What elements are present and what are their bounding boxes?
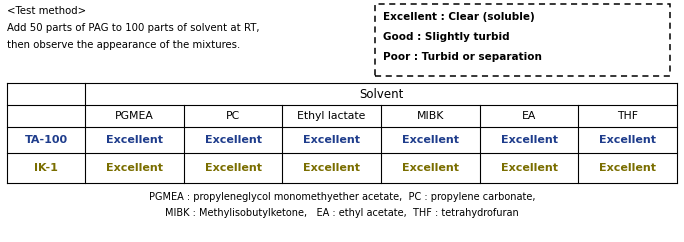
Text: then observe the appearance of the mixtures.: then observe the appearance of the mixtu… — [7, 40, 240, 50]
Text: Excellent: Excellent — [205, 163, 261, 173]
Text: Good : Slightly turbid: Good : Slightly turbid — [383, 32, 510, 42]
Text: Excellent: Excellent — [599, 135, 656, 145]
FancyBboxPatch shape — [375, 4, 670, 76]
Text: Excellent : Clear (soluble): Excellent : Clear (soluble) — [383, 12, 535, 22]
Text: MIBK : Methylisobutylketone,   EA : ethyl acetate,  THF : tetrahydrofuran: MIBK : Methylisobutylketone, EA : ethyl … — [165, 208, 519, 218]
Text: PGMEA: PGMEA — [115, 111, 154, 121]
Text: Excellent: Excellent — [402, 163, 459, 173]
Text: PGMEA : propyleneglycol monomethyether acetate,  PC : propylene carbonate,: PGMEA : propyleneglycol monomethyether a… — [148, 192, 536, 202]
Text: Poor : Turbid or separation: Poor : Turbid or separation — [383, 52, 542, 62]
Text: Ethyl lactate: Ethyl lactate — [298, 111, 366, 121]
Text: TA-100: TA-100 — [25, 135, 68, 145]
Text: THF: THF — [617, 111, 638, 121]
Text: EA: EA — [522, 111, 536, 121]
Text: <Test method>: <Test method> — [7, 6, 86, 16]
Text: Excellent: Excellent — [501, 135, 557, 145]
Text: Excellent: Excellent — [303, 135, 360, 145]
Text: Excellent: Excellent — [303, 163, 360, 173]
Text: Excellent: Excellent — [402, 135, 459, 145]
Text: Excellent: Excellent — [205, 135, 261, 145]
Text: Excellent: Excellent — [106, 135, 163, 145]
Text: IK-1: IK-1 — [34, 163, 58, 173]
Text: Add 50 parts of PAG to 100 parts of solvent at RT,: Add 50 parts of PAG to 100 parts of solv… — [7, 23, 259, 33]
Text: Excellent: Excellent — [599, 163, 656, 173]
Text: Solvent: Solvent — [359, 88, 403, 100]
Text: Excellent: Excellent — [106, 163, 163, 173]
Text: PC: PC — [226, 111, 240, 121]
Text: MIBK: MIBK — [417, 111, 444, 121]
Text: Excellent: Excellent — [501, 163, 557, 173]
